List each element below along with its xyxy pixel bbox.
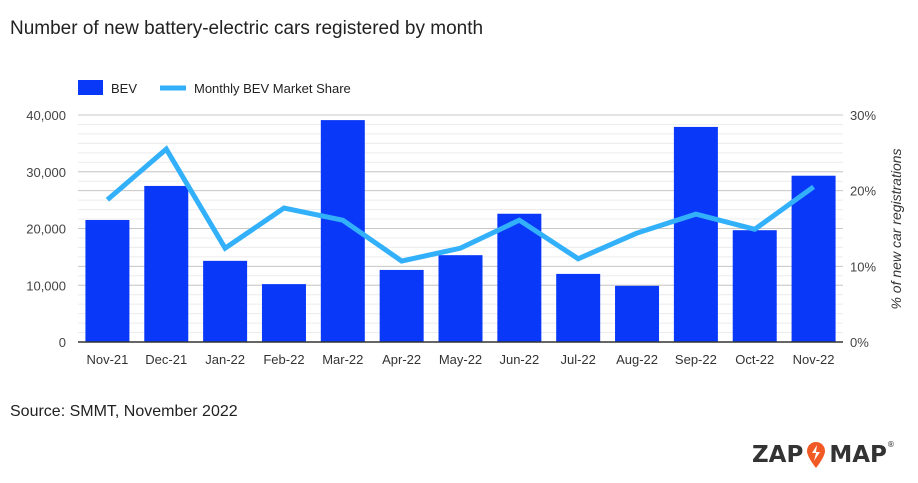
x-tick-label: Jan-22 — [205, 352, 245, 367]
bar-Dec-21 — [144, 185, 189, 342]
y2-tick-label: 0% — [850, 335, 869, 350]
x-tick-label: Dec-21 — [145, 352, 187, 367]
x-tick-label: Jun-22 — [499, 352, 539, 367]
x-tick-label: May-22 — [439, 352, 482, 367]
logo-left: ZAP — [752, 442, 804, 468]
x-tick-label: Sep-22 — [675, 352, 717, 367]
bar-Jan-22 — [203, 260, 248, 342]
y-tick-label: 10,000 — [26, 278, 66, 293]
y2-tick-label: 20% — [850, 184, 876, 199]
x-tick-label: Oct-22 — [735, 352, 774, 367]
legend-bev-swatch — [78, 80, 103, 95]
y2-tick-label: 10% — [850, 259, 876, 274]
bar-May-22 — [438, 255, 483, 342]
x-tick-label: Jul-22 — [560, 352, 595, 367]
x-tick-label: Apr-22 — [382, 352, 421, 367]
y-tick-label: 20,000 — [26, 222, 66, 237]
bar-Jun-22 — [497, 213, 542, 342]
source-note: Source: SMMT, November 2022 — [10, 403, 238, 420]
x-tick-label: Nov-21 — [86, 352, 128, 367]
logo-right: MAP — [829, 442, 887, 468]
y2-axis-label: % of new car registrations — [888, 148, 904, 309]
x-tick-label: Feb-22 — [263, 352, 304, 367]
chart-title: Number of new battery-electric cars regi… — [10, 18, 484, 39]
legend-share-label: Monthly BEV Market Share — [194, 81, 351, 96]
bar-Sep-22 — [673, 126, 718, 342]
y-tick-label: 30,000 — [26, 165, 66, 180]
bar-Apr-22 — [379, 269, 424, 342]
x-tick-label: Nov-22 — [793, 352, 835, 367]
logo-pin-icon — [807, 442, 826, 468]
x-tick-label: Aug-22 — [616, 352, 658, 367]
bar-Aug-22 — [615, 285, 660, 342]
legend-bev-label: BEV — [111, 81, 137, 96]
y-tick-label: 40,000 — [26, 108, 66, 123]
chart: 0 10,000 20,000 30,000 40,000 0% 10% 20% 30% % of… — [26, 80, 904, 367]
y2-tick-label: 30% — [850, 108, 876, 123]
x-tick-label: Mar-22 — [322, 352, 363, 367]
bar-Nov-21 — [85, 219, 130, 342]
bar-Feb-22 — [261, 284, 306, 342]
bar-Oct-22 — [732, 230, 777, 342]
y-tick-label: 0 — [59, 335, 66, 350]
zapmap-logo: ZAP MAP ® — [752, 440, 895, 468]
bar-Nov-22 — [791, 175, 836, 342]
bar-Jul-22 — [556, 273, 601, 342]
